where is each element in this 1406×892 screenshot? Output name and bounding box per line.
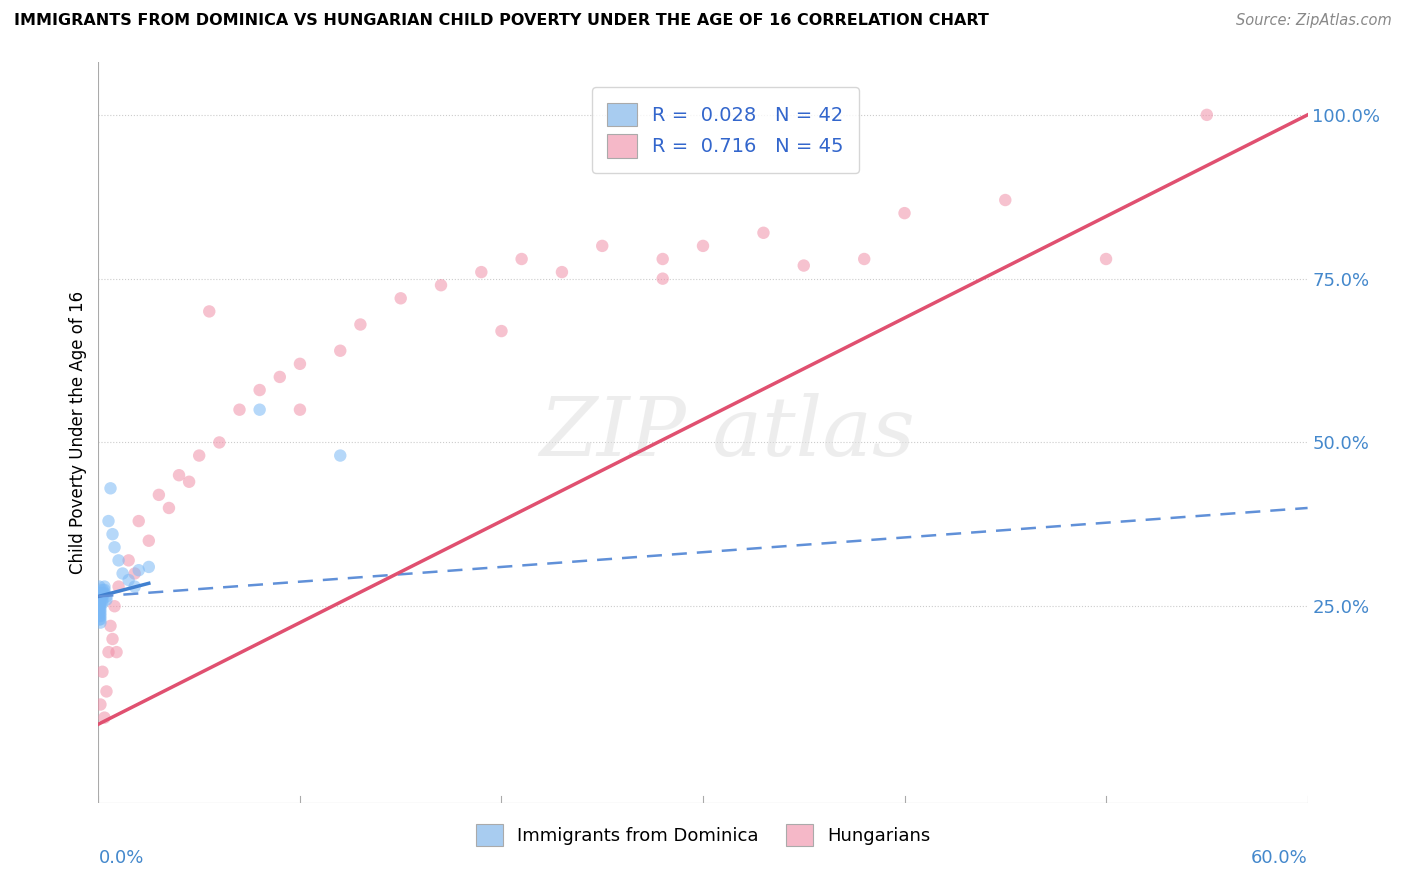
- Point: [96, 684, 118, 698]
- Point: [89, 602, 111, 616]
- Point: [91, 586, 114, 600]
- Point: [89, 599, 111, 614]
- Point: [269, 370, 291, 384]
- Point: [853, 252, 876, 266]
- Point: [752, 226, 775, 240]
- Point: [118, 553, 141, 567]
- Point: [103, 541, 125, 555]
- Point: [96, 592, 118, 607]
- Point: [118, 573, 141, 587]
- Point: [249, 383, 271, 397]
- Point: [249, 402, 271, 417]
- Point: [349, 318, 371, 332]
- Point: [93, 582, 115, 597]
- Point: [89, 586, 111, 600]
- Point: [157, 500, 180, 515]
- Point: [470, 265, 492, 279]
- Point: [198, 304, 221, 318]
- Point: [89, 590, 111, 604]
- Point: [93, 711, 115, 725]
- Point: [288, 357, 311, 371]
- Point: [100, 619, 122, 633]
- Point: [93, 586, 115, 600]
- Point: [105, 645, 128, 659]
- Point: [91, 590, 114, 604]
- Point: [91, 582, 114, 597]
- Point: [510, 252, 533, 266]
- Point: [1195, 108, 1218, 122]
- Point: [148, 488, 170, 502]
- Point: [107, 580, 129, 594]
- Point: [91, 665, 114, 679]
- Point: [329, 449, 352, 463]
- Point: [89, 599, 111, 614]
- Point: [124, 580, 146, 594]
- Point: [89, 606, 111, 620]
- Point: [89, 609, 111, 624]
- Point: [111, 566, 134, 581]
- Text: 0.0%: 0.0%: [98, 848, 143, 867]
- Point: [101, 527, 124, 541]
- Point: [651, 271, 673, 285]
- Point: [89, 615, 111, 630]
- Point: [89, 592, 111, 607]
- Y-axis label: Child Poverty Under the Age of 16: Child Poverty Under the Age of 16: [69, 291, 87, 574]
- Point: [89, 606, 111, 620]
- Point: [97, 645, 120, 659]
- Point: [89, 612, 111, 626]
- Point: [89, 592, 111, 607]
- Point: [89, 698, 111, 712]
- Point: [89, 609, 111, 624]
- Point: [89, 586, 111, 600]
- Point: [893, 206, 915, 220]
- Point: [89, 580, 111, 594]
- Point: [128, 514, 150, 528]
- Point: [100, 481, 122, 495]
- Point: [101, 632, 124, 646]
- Point: [138, 533, 160, 548]
- Text: Source: ZipAtlas.com: Source: ZipAtlas.com: [1236, 13, 1392, 29]
- Point: [128, 563, 150, 577]
- Point: [591, 239, 613, 253]
- Point: [288, 402, 311, 417]
- Text: IMMIGRANTS FROM DOMINICA VS HUNGARIAN CHILD POVERTY UNDER THE AGE OF 16 CORRELAT: IMMIGRANTS FROM DOMINICA VS HUNGARIAN CH…: [14, 13, 988, 29]
- Point: [228, 402, 250, 417]
- Point: [103, 599, 125, 614]
- Point: [138, 560, 160, 574]
- Point: [97, 514, 120, 528]
- Point: [692, 239, 714, 253]
- Point: [1095, 252, 1118, 266]
- Point: [91, 596, 114, 610]
- Legend: Immigrants from Dominica, Hungarians: Immigrants from Dominica, Hungarians: [461, 809, 945, 861]
- Point: [188, 449, 211, 463]
- Point: [551, 265, 574, 279]
- Point: [329, 343, 352, 358]
- Point: [491, 324, 513, 338]
- Point: [89, 590, 111, 604]
- Point: [91, 592, 114, 607]
- Point: [389, 291, 412, 305]
- Point: [124, 566, 146, 581]
- Point: [89, 596, 111, 610]
- Point: [430, 278, 453, 293]
- Point: [89, 596, 111, 610]
- Point: [179, 475, 201, 489]
- Point: [89, 602, 111, 616]
- Point: [107, 553, 129, 567]
- Point: [93, 580, 115, 594]
- Point: [793, 259, 815, 273]
- Point: [208, 435, 231, 450]
- Point: [651, 252, 673, 266]
- Text: 60.0%: 60.0%: [1251, 848, 1308, 867]
- Text: ZIP atlas: ZIP atlas: [540, 392, 915, 473]
- Point: [994, 193, 1017, 207]
- Point: [167, 468, 190, 483]
- Point: [89, 612, 111, 626]
- Point: [96, 590, 118, 604]
